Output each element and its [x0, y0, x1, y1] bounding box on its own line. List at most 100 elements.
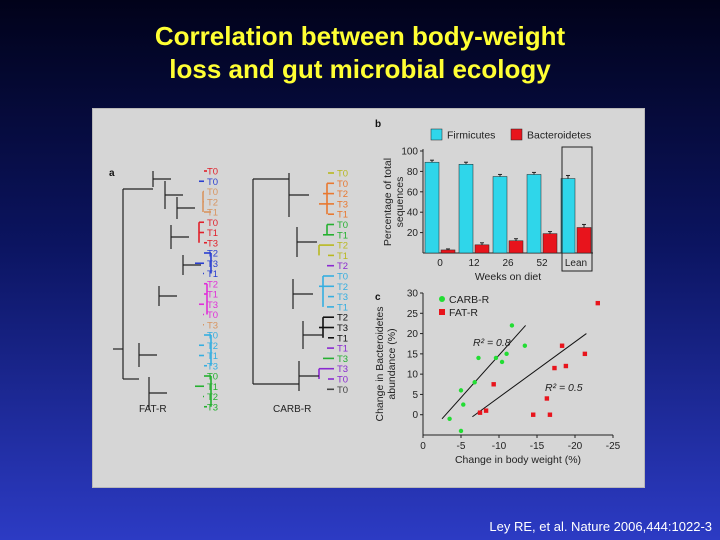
point-carb-r — [472, 380, 477, 385]
y-axis-title-c-line1: Change in Bacteroidetes — [374, 307, 386, 422]
y-tick-label-b: 20 — [407, 228, 419, 239]
point-fat-r — [491, 382, 496, 387]
slide-title: Correlation between body-weight loss and… — [0, 20, 720, 86]
x-axis-title-c: Change in body weight (%) — [455, 454, 581, 466]
fat-r-tree-label: FAT-R — [139, 404, 167, 415]
fat-r-leaf-label: T3 — [207, 320, 218, 331]
y-tick-label-b: 40 — [407, 208, 419, 219]
point-carb-r — [499, 359, 505, 365]
y-tick-label-b: 100 — [401, 147, 418, 158]
fat-r-leaf-label: T0 — [207, 218, 218, 229]
fat-r-leaf-label: T3 — [207, 361, 218, 372]
scatter-chart-c: 0 5 10 15 20 25 30 0 -5 -10 -15 -20 -25 R² = 0.8 R² = … — [374, 289, 621, 467]
fat-r-leaf-label: T3 — [207, 402, 218, 413]
legend-marker-fat — [439, 309, 445, 315]
y-tick-label-c: 10 — [407, 370, 419, 381]
carb-r-leaf-label: T0 — [337, 220, 348, 231]
fat-r-leaf-label: T0 — [207, 187, 218, 198]
figure-panel: a b c T0 T0 T0 T2 T1 T0 T1 T3 T2 T3 T1 T2 T1 T3 T0 T3 T0… — [92, 108, 645, 488]
carb-r-leaf-label: T0 — [337, 272, 348, 283]
bar-firmicutes — [492, 176, 508, 254]
x-tick-label-c: -15 — [530, 441, 545, 452]
point-fat-r — [477, 410, 483, 415]
point-fat-r — [595, 300, 600, 306]
bar-firmicutes — [424, 161, 440, 254]
x-tick-label-b: 26 — [502, 258, 514, 269]
fat-r-leaf-label: T2 — [207, 341, 218, 352]
point-carb-r — [458, 388, 464, 393]
carb-r-leaf-label: T2 — [337, 189, 348, 200]
point-fat-r — [559, 343, 565, 348]
fat-r-leaf-label: T3 — [207, 300, 218, 311]
point-fat-r — [563, 363, 569, 369]
lean-highlight-box — [561, 146, 593, 272]
y-tick-label-b: 60 — [407, 187, 419, 198]
bar-firmicutes — [560, 178, 576, 254]
bar-bacteroidetes — [542, 233, 558, 254]
fat-r-leaf-label: T2 — [207, 197, 218, 208]
y-tick-label-c: 25 — [407, 309, 419, 320]
title-line-2: loss and gut microbial ecology — [169, 54, 551, 84]
y-tick-label-c: 15 — [407, 349, 419, 360]
x-axis-title-b: Weeks on diet — [475, 271, 541, 283]
bar-bacteroidetes — [440, 249, 456, 254]
fat-r-leaf-label: T1 — [207, 382, 218, 393]
y-tick-label-c: 20 — [407, 329, 419, 340]
x-tick-label-c: -10 — [492, 441, 507, 452]
fat-r-leaf-label: T3 — [207, 238, 218, 249]
carb-r-leaf-label: T3 — [337, 354, 348, 365]
y-axis-title-c-line2: abundance (%) — [386, 328, 398, 399]
bar-firmicutes — [458, 164, 474, 254]
carb-r-leaf-label: T0 — [337, 375, 348, 386]
point-fat-r — [582, 351, 588, 357]
carb-r-leaf-label: T1 — [337, 344, 348, 355]
title-line-1: Correlation between body-weight — [154, 21, 566, 51]
bar-bacteroidetes — [576, 227, 592, 254]
carb-r-leaf-label: T1 — [337, 302, 348, 313]
fat-r-leaf-label: T1 — [207, 208, 218, 219]
r2-label-carb: R² = 0.8 — [473, 337, 511, 349]
panel-a-label: a — [109, 168, 115, 179]
bar-bacteroidetes — [508, 240, 524, 254]
x-tick-label-c: -5 — [457, 441, 466, 452]
fat-r-leaf-label: T0 — [207, 331, 218, 342]
fit-line-fat-r — [472, 333, 587, 418]
figure-svg: a b c T0T0T0T2T1T0T1T3T2T3T1T2T1T3T0T3T0… — [109, 119, 621, 467]
point-carb-r — [504, 351, 509, 357]
fat-r-leaf-label: T2 — [207, 249, 218, 260]
bar-firmicutes — [526, 174, 542, 254]
point-carb-r — [458, 428, 464, 434]
y-tick-label-c: 0 — [412, 410, 418, 421]
carb-r-leaf-label: T1 — [337, 230, 348, 241]
fat-r-leaf-label: T2 — [207, 392, 218, 403]
carb-r-leaf-label: T1 — [337, 333, 348, 344]
fat-r-leaf-label: T0 — [207, 372, 218, 383]
fit-line-carb-r — [441, 325, 526, 420]
x-tick-label-b: Lean — [565, 258, 587, 269]
legend-swatch-b — [510, 128, 523, 141]
point-carb-r — [493, 355, 499, 361]
x-tick-label-c: -20 — [568, 441, 583, 452]
carb-r-leaf-label: T0 — [337, 169, 348, 180]
x-tick-label-c: 0 — [420, 441, 426, 452]
carb-r-leaf-label: T2 — [337, 241, 348, 252]
y-tick-label-b: 80 — [407, 167, 419, 178]
point-carb-r — [476, 355, 481, 361]
x-tick-label-c: -25 — [606, 441, 621, 452]
carb-r-leaf-label: T0 — [337, 385, 348, 396]
panel-c-label: c — [375, 292, 381, 303]
y-axis-title-b-line2: sequences — [394, 177, 406, 228]
y-axis-title-b: Percentage of totalsequences — [382, 158, 406, 246]
point-carb-r — [461, 402, 466, 407]
point-fat-r — [483, 408, 489, 413]
x-tick-label-b: 0 — [437, 258, 443, 269]
bar-bacteroidetes — [474, 244, 490, 254]
fat-r-leaf-label: T1 — [207, 228, 218, 239]
point-fat-r — [552, 365, 557, 371]
carb-r-leaf-label: T1 — [337, 210, 348, 221]
fat-r-leaf-label: T1 — [207, 351, 218, 362]
legend-label-b: Bacteroidetes — [527, 130, 591, 142]
legend-label-fat: FAT-R — [449, 307, 478, 319]
legend-label-b: Firmicutes — [447, 130, 495, 142]
carb-r-leaf-label: T2 — [337, 282, 348, 293]
